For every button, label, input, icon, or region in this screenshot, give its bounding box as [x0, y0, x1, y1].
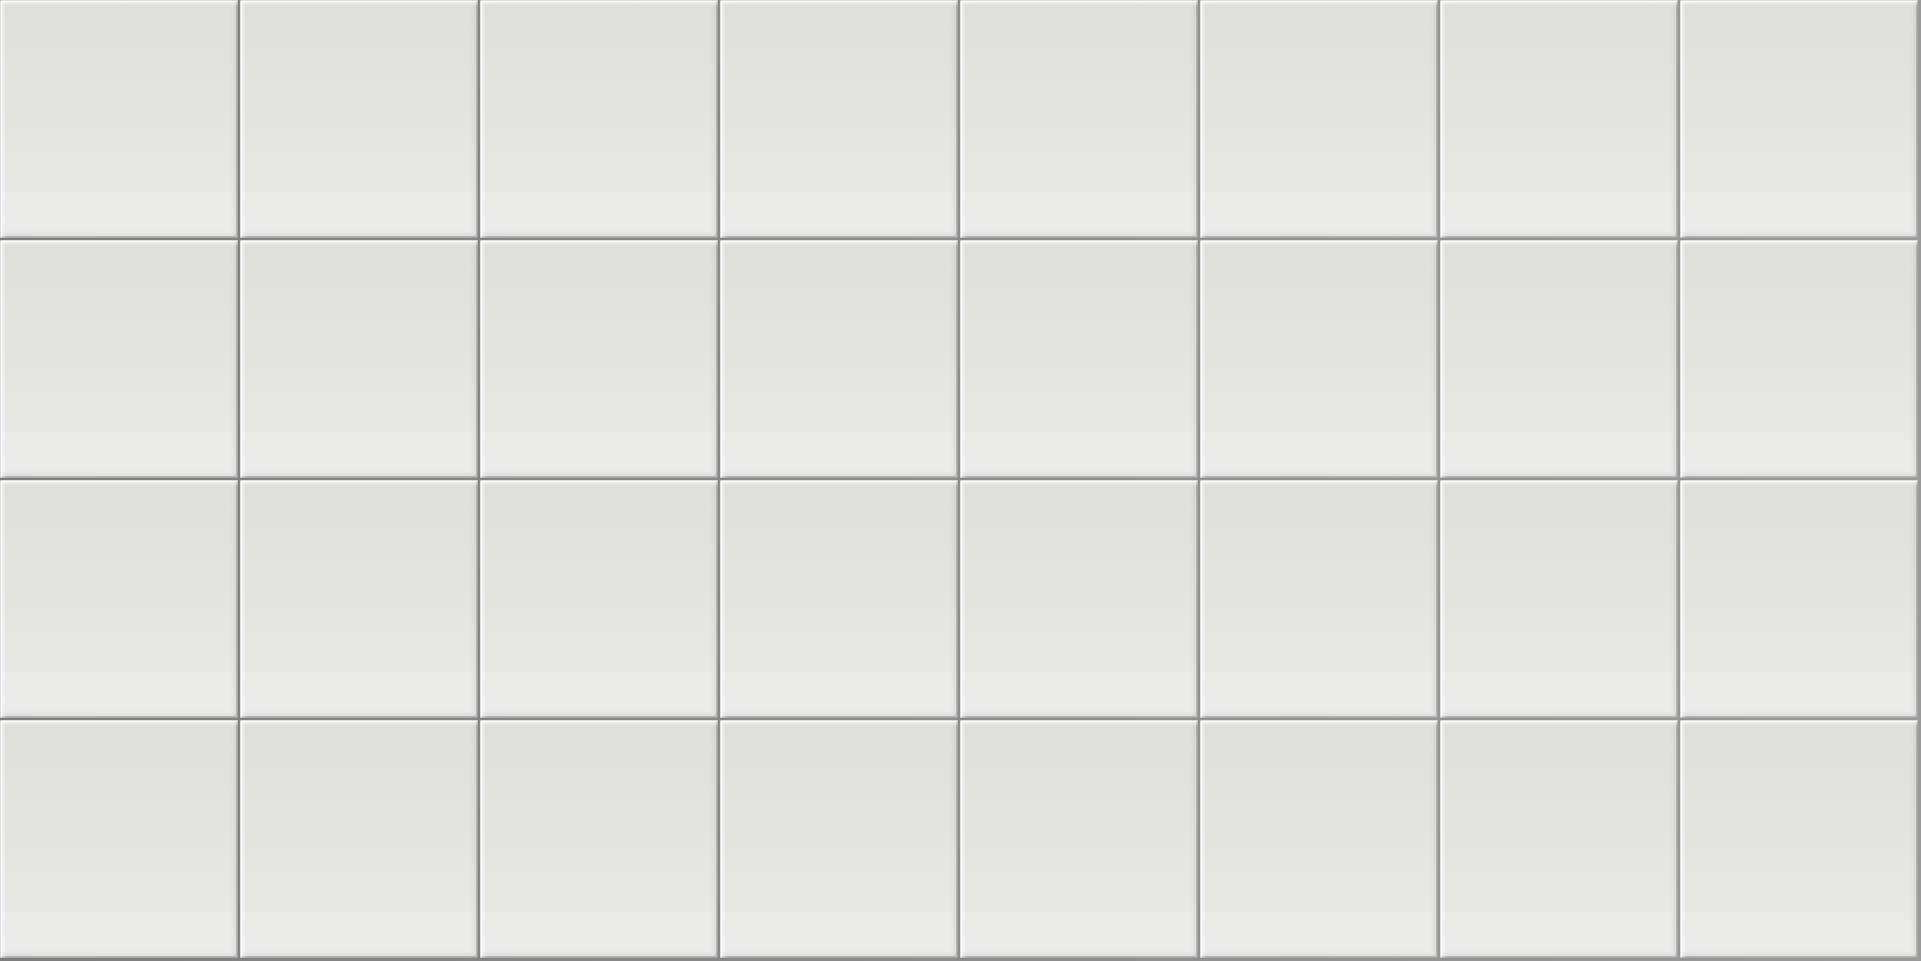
wall-tile	[480, 240, 718, 478]
wall-tile	[240, 240, 478, 478]
wall-tile	[1200, 0, 1438, 238]
wall-tile	[1440, 240, 1678, 478]
wall-tile	[480, 480, 718, 718]
wall-tile	[480, 720, 718, 958]
wall-tile	[1200, 240, 1438, 478]
wall-tile	[0, 480, 238, 718]
wall-tile	[240, 720, 478, 958]
wall-tile	[240, 480, 478, 718]
wall-tile	[720, 0, 958, 238]
wall-tile	[1200, 480, 1438, 718]
wall-tile	[720, 240, 958, 478]
wall-tile	[1440, 0, 1678, 238]
wall-tile	[1200, 720, 1438, 958]
wall-tile	[1680, 0, 1918, 238]
wall-tile	[1680, 240, 1918, 478]
wall-tile	[960, 480, 1198, 718]
wall-tile	[1680, 720, 1918, 958]
wall-tile	[1680, 480, 1918, 718]
wall-tile	[960, 240, 1198, 478]
wall-tile	[240, 0, 478, 238]
wall-tile	[720, 480, 958, 718]
wall-tile	[1440, 480, 1678, 718]
wall-tile	[960, 0, 1198, 238]
wall-tile	[720, 720, 958, 958]
wall-tile	[960, 720, 1198, 958]
wall-tile	[0, 720, 238, 958]
wall-tile	[1440, 720, 1678, 958]
wall-tile	[0, 240, 238, 478]
wall-tile	[480, 0, 718, 238]
wall-tile	[0, 0, 238, 238]
